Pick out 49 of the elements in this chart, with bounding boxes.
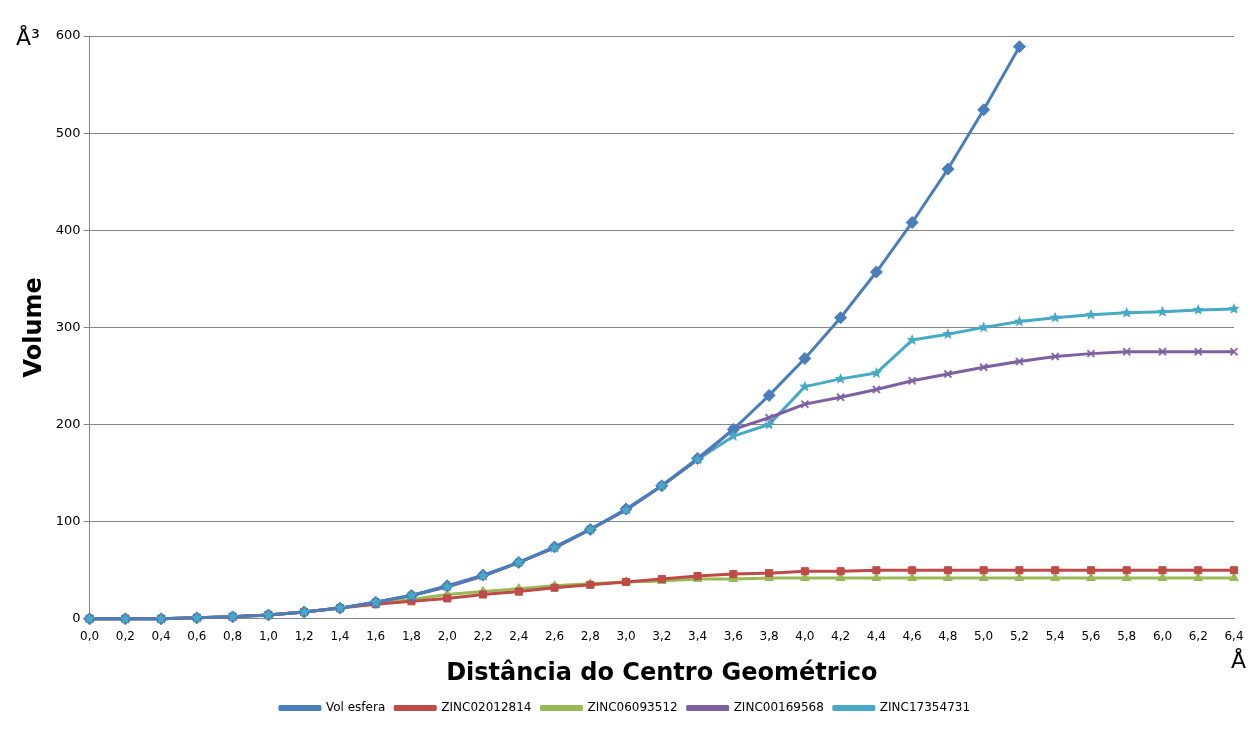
x-tick-label: 4,8 bbox=[938, 629, 958, 644]
legend-label: Vol esfera bbox=[325, 700, 386, 715]
x-tick-label: 4,0 bbox=[795, 629, 815, 644]
x-tick-label: 1,8 bbox=[401, 629, 422, 644]
y-axis-title: Volume bbox=[18, 277, 47, 378]
x-tick-label: 6,2 bbox=[1188, 629, 1208, 644]
x-tick-label: 2,2 bbox=[473, 629, 493, 644]
x-tick-label: 5,0 bbox=[974, 629, 994, 644]
x-tick-label: 5,4 bbox=[1045, 629, 1065, 644]
text: Å bbox=[1230, 646, 1246, 673]
y-tick-label: 500 bbox=[55, 124, 81, 140]
x-tick-label: 0,0 bbox=[80, 629, 100, 644]
x-tick-label: 3,0 bbox=[616, 629, 636, 644]
text: Å³ bbox=[16, 23, 40, 50]
x-tick-label: 3,6 bbox=[723, 629, 743, 644]
x-tick-label: 1,2 bbox=[294, 629, 314, 644]
x-tick-label: 0,8 bbox=[223, 629, 243, 644]
legend-label: ZINC00169568 bbox=[733, 700, 824, 715]
legend-label: ZINC17354731 bbox=[879, 700, 971, 715]
x-tick-label: 0,2 bbox=[115, 629, 135, 644]
y-tick-label: 0 bbox=[72, 610, 81, 626]
x-tick-label: 0,6 bbox=[187, 629, 207, 644]
x-tick-label: 3,2 bbox=[652, 629, 672, 644]
y-tick-label: 100 bbox=[55, 513, 81, 529]
x-tick-label: 3,8 bbox=[759, 629, 779, 644]
x-tick-label: 2,6 bbox=[544, 629, 565, 644]
y-tick-label: 300 bbox=[55, 318, 81, 334]
x-tick-label: 2,8 bbox=[580, 629, 600, 644]
x-tick-label: 6,4 bbox=[1224, 629, 1244, 644]
x-tick-label: 5,6 bbox=[1081, 629, 1101, 644]
x-tick-label: 2,4 bbox=[509, 629, 529, 644]
x-tick-label: 6,0 bbox=[1152, 629, 1173, 644]
legend-label: ZINC06093512 bbox=[587, 700, 678, 715]
legend-label: ZINC02012814 bbox=[441, 700, 532, 715]
x-tick-label: 5,8 bbox=[1117, 629, 1137, 644]
x-tick-label: 2,0 bbox=[437, 629, 457, 644]
x-tick-label: 1,0 bbox=[258, 629, 278, 644]
x-tick-label: 1,6 bbox=[366, 629, 386, 644]
x-tick-label: 4,6 bbox=[902, 629, 922, 644]
x-tick-label: 1,4 bbox=[330, 629, 350, 644]
x-tick-label: 3,4 bbox=[688, 629, 708, 644]
x-tick-label: 4,2 bbox=[831, 629, 851, 644]
y-tick-label: 400 bbox=[55, 221, 81, 237]
x-axis-title: Distância do Centro Geométrico bbox=[446, 657, 878, 686]
y-tick-label: 200 bbox=[55, 415, 81, 431]
x-tick-label: 5,2 bbox=[1009, 629, 1029, 644]
x-tick-label: 4,4 bbox=[866, 629, 886, 644]
y-tick-label: 600 bbox=[55, 27, 81, 43]
x-tick-label: 0,4 bbox=[151, 629, 171, 644]
